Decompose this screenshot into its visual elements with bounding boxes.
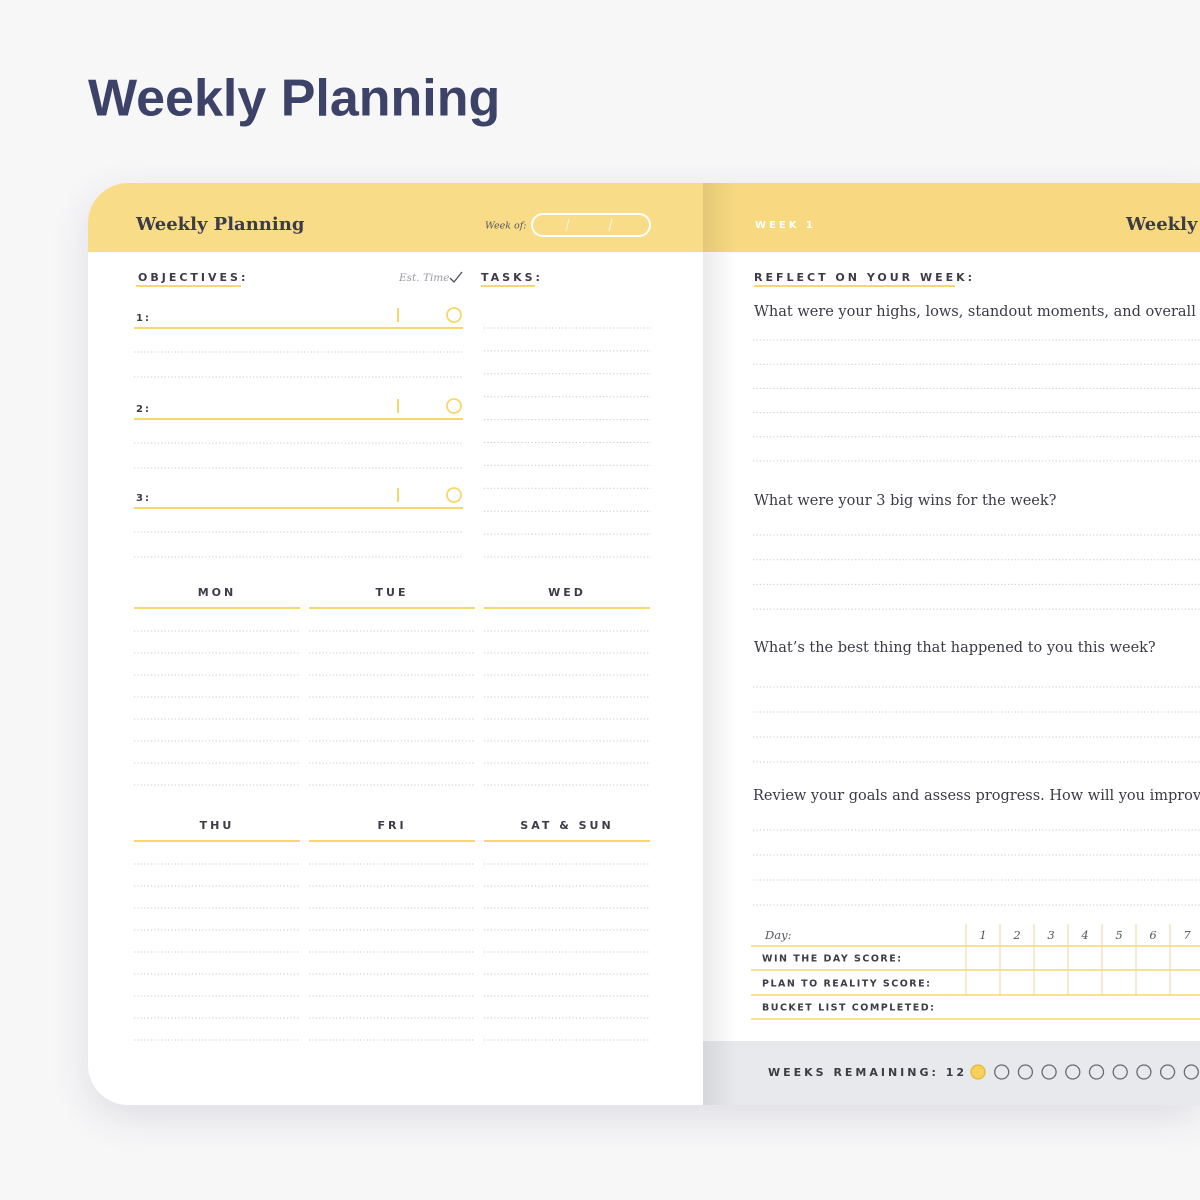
footer-band xyxy=(703,1041,1200,1105)
day-number: 7 xyxy=(1183,928,1191,942)
question: What’s the best thing that happened to y… xyxy=(754,640,1156,656)
est-time-label: Est. Time xyxy=(398,272,449,284)
week-dot xyxy=(970,1064,986,1080)
day-label: FRI xyxy=(377,819,406,832)
week-dot xyxy=(1065,1064,1081,1080)
left-header-title: Weekly Planning xyxy=(135,214,305,235)
question: What were your highs, lows, standout mom… xyxy=(754,304,1200,320)
checkbox xyxy=(446,307,462,323)
day-label: TUE xyxy=(376,586,409,599)
day-label: WED xyxy=(548,586,586,599)
question: What were your 3 big wins for the week? xyxy=(754,493,1057,509)
reflect-label: REFLECT ON YOUR WEEK: xyxy=(754,271,975,284)
score-row-label: BUCKET LIST COMPLETED: xyxy=(762,1003,935,1014)
week-dot xyxy=(1017,1064,1034,1080)
week-dot xyxy=(994,1064,1010,1080)
week-dot xyxy=(1112,1064,1128,1080)
day-label: Day: xyxy=(764,928,792,942)
day-label: MON xyxy=(198,586,237,599)
right-header-title: Weekly R xyxy=(1125,214,1200,235)
week-label: WEEK 1 xyxy=(755,220,816,231)
week-dot xyxy=(1183,1064,1199,1080)
left-header xyxy=(88,183,703,252)
week-dot xyxy=(1159,1064,1176,1080)
day-label: SAT & SUN xyxy=(520,819,613,832)
day-label: THU xyxy=(200,819,235,832)
score-row-label: PLAN TO REALITY SCORE: xyxy=(762,979,931,990)
day-number: 6 xyxy=(1149,928,1156,942)
notebook-pages xyxy=(88,183,1200,1105)
objective-number: 3: xyxy=(136,493,151,504)
day-number: 2 xyxy=(1012,928,1020,942)
week-dot xyxy=(1041,1064,1057,1080)
page-title: Weekly Planning xyxy=(88,70,500,128)
week-dot xyxy=(1088,1064,1105,1080)
lines xyxy=(134,285,1200,1041)
day-number: 1 xyxy=(979,928,986,942)
tasks-label: TASKS: xyxy=(481,271,543,284)
weeks-remaining: WEEKS REMAINING: 12 xyxy=(768,1066,967,1079)
date-slash xyxy=(608,218,613,232)
score-row-label: WIN THE DAY SCORE: xyxy=(762,954,903,965)
week-dot xyxy=(1136,1064,1152,1080)
right-header xyxy=(703,183,1200,252)
day-number: 3 xyxy=(1047,928,1054,942)
objective-number: 2: xyxy=(136,404,151,415)
notebook xyxy=(88,183,1200,1105)
objectives-label: OBJECTIVES: xyxy=(138,271,248,284)
date-slash xyxy=(565,218,570,232)
objective-number: 1: xyxy=(136,313,151,324)
check-icon xyxy=(449,271,463,284)
checkbox xyxy=(446,398,462,414)
checkbox xyxy=(446,487,462,503)
week-of-field[interactable] xyxy=(531,213,651,237)
spine-shadow xyxy=(703,183,737,1105)
day-number: 4 xyxy=(1080,928,1088,942)
day-number: 5 xyxy=(1115,928,1122,942)
week-of-label: Week of: xyxy=(485,221,526,232)
question: Review your goals and assess progress. H… xyxy=(753,788,1200,804)
